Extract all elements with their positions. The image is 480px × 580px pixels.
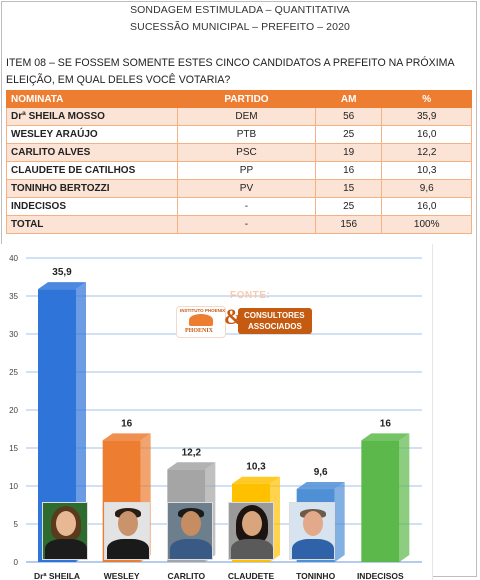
table-header-row: NOMINATA PARTIDO AM % (6, 90, 472, 108)
bar (361, 440, 400, 562)
results-table: NOMINATA PARTIDO AM % Drª SHEILA MOSSO D… (6, 90, 472, 234)
x-tick-label: Drª SHEILA (34, 571, 80, 580)
data-label: 16 (380, 418, 392, 429)
y-tick-label: 10 (9, 482, 18, 491)
row-am: 25 (314, 197, 383, 216)
row-party: PP (177, 161, 316, 180)
data-label: 35,9 (52, 267, 72, 278)
y-tick-label: 25 (9, 368, 18, 377)
x-tick-label: TONINHO (296, 571, 335, 580)
row-party: - (177, 215, 316, 234)
table-row: INDECISOS - 25 16,0 (6, 197, 472, 216)
row-am: 56 (314, 107, 383, 126)
bar-side (334, 482, 345, 562)
bar-top (167, 462, 216, 470)
source-logo: FONTE: INSTITUTO PHOENIX PHOENIX & CONSU… (172, 288, 312, 340)
x-tick-label: WESLEY (104, 571, 140, 580)
data-label: 12,2 (182, 447, 202, 458)
header-nominata: NOMINATA (6, 90, 178, 108)
bar-side (76, 282, 86, 562)
question-text: ITEM 08 – SE FOSSEM SOMENTE ESTES CINCO … (6, 57, 454, 86)
candidate-photo-sheila (42, 502, 88, 560)
phoenix-bird-icon: INSTITUTO PHOENIX PHOENIX (176, 306, 226, 338)
data-label: 10,3 (246, 462, 266, 473)
row-party: DEM (177, 107, 316, 126)
row-party: PSC (177, 143, 316, 162)
row-party: PTB (177, 125, 316, 144)
bar-top (102, 433, 151, 441)
y-tick-label: 0 (14, 558, 19, 567)
row-am: 16 (314, 161, 383, 180)
y-tick-label: 35 (9, 292, 18, 301)
header-am: AM (314, 90, 383, 108)
logo-text-box: CONSULTORES ASSOCIADOS (238, 308, 312, 334)
table-row: WESLEY ARAÚJO PTB 25 16,0 (6, 125, 472, 144)
logo-line-consultores: CONSULTORES (244, 311, 305, 320)
table-row: Drª SHEILA MOSSO DEM 56 35,9 (6, 107, 472, 126)
candidate-photo-wesley (104, 502, 150, 560)
row-name: CLAUDETE DE CATILHOS (6, 161, 178, 180)
bar-top (38, 282, 86, 290)
survey-subtitle: SUCESSÃO MUNICIPAL – PREFEITO – 2020 (130, 21, 350, 33)
bar-top (232, 476, 280, 484)
bar-side (399, 433, 410, 562)
logo-line-associados: ASSOCIADOS (248, 322, 302, 331)
candidate-photo-toninho (289, 502, 335, 560)
candidate-photo-claudete (228, 502, 274, 560)
y-tick-label: 40 (9, 254, 18, 263)
y-tick-label: 30 (9, 330, 18, 339)
bar-top (296, 482, 345, 490)
data-label: 9,6 (314, 467, 328, 478)
header-partido: PARTIDO (177, 90, 316, 108)
survey-title: SONDAGEM ESTIMULADA – QUANTITATIVA (130, 4, 350, 16)
y-tick-label: 15 (9, 444, 18, 453)
logo-bird-bottom-text: PHOENIX (185, 328, 214, 334)
row-pct: 100% (381, 215, 472, 234)
logo-fonte-label: FONTE: (230, 290, 271, 301)
y-tick-label: 5 (14, 520, 19, 529)
row-am: 156 (314, 215, 383, 234)
row-am: 15 (314, 179, 383, 198)
row-name: WESLEY ARAÚJO (6, 125, 178, 144)
logo-bird-top-text: INSTITUTO PHOENIX (180, 308, 226, 313)
bar-top (361, 433, 410, 441)
table-row: TONINHO BERTOZZI PV 15 9,6 (6, 179, 472, 198)
row-name: TONINHO BERTOZZI (6, 179, 178, 198)
table-row: CARLITO ALVES PSC 19 12,2 (6, 143, 472, 162)
table-total-row: TOTAL - 156 100% (6, 215, 472, 234)
row-name: TOTAL (6, 215, 178, 234)
logo-ampersand: & (224, 304, 243, 329)
row-pct: 9,6 (381, 179, 472, 198)
row-pct: 12,2 (381, 143, 472, 162)
row-name: Drª SHEILA MOSSO (6, 107, 178, 126)
row-name: CARLITO ALVES (6, 143, 178, 162)
row-pct: 10,3 (381, 161, 472, 180)
data-label: 16 (121, 418, 133, 429)
row-pct: 16,0 (381, 125, 472, 144)
row-am: 25 (314, 125, 383, 144)
bird-shape (189, 314, 213, 326)
row-am: 19 (314, 143, 383, 162)
x-tick-label: CARLITO (168, 571, 206, 580)
candidate-photo-carlito (167, 502, 213, 560)
row-party: - (177, 197, 316, 216)
x-tick-label: CLAUDETE (228, 571, 275, 580)
y-tick-label: 20 (9, 406, 18, 415)
x-tick-label: INDECISOS (357, 571, 404, 580)
row-party: PV (177, 179, 316, 198)
table-row: CLAUDETE DE CATILHOS PP 16 10,3 (6, 161, 472, 180)
row-pct: 35,9 (381, 107, 472, 126)
row-name: INDECISOS (6, 197, 178, 216)
row-pct: 16,0 (381, 197, 472, 216)
header-percent: % (381, 90, 472, 108)
